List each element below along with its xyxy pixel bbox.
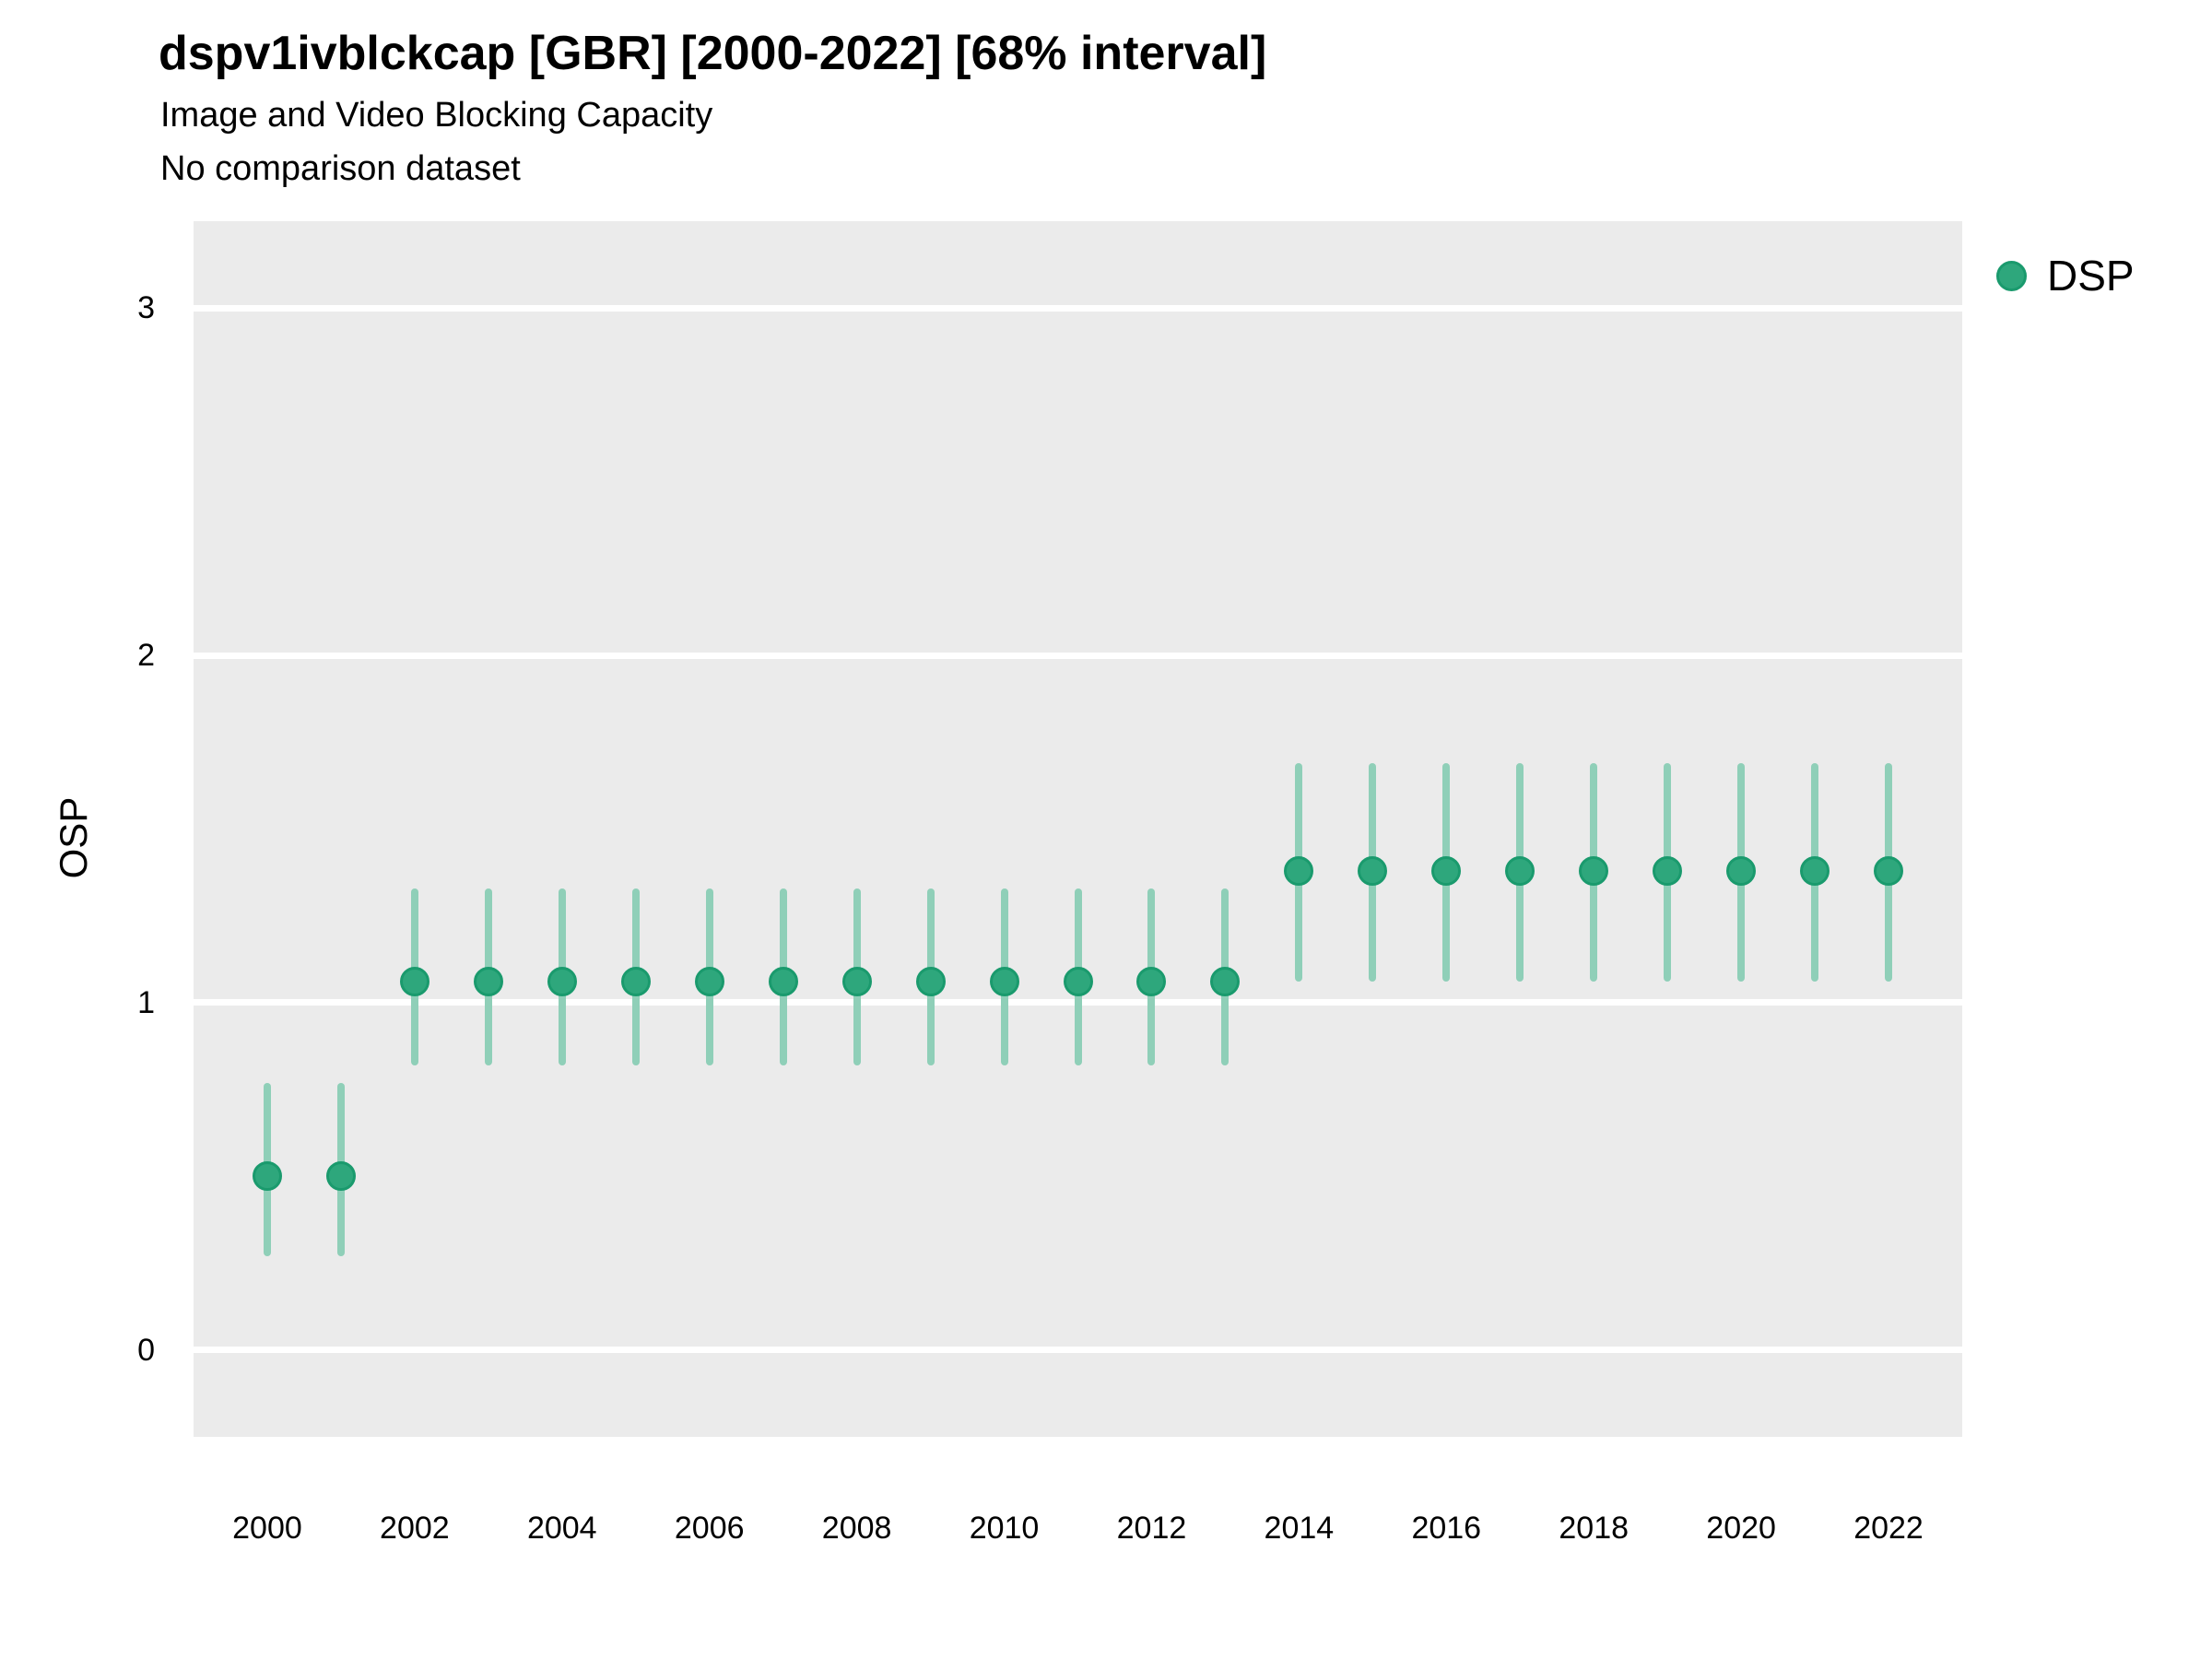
x-tick-label-2016: 2016 bbox=[1411, 1511, 1482, 1546]
data-point-2009 bbox=[915, 967, 946, 997]
x-tick-label-2002: 2002 bbox=[380, 1511, 450, 1546]
plot-panel bbox=[194, 221, 1962, 1437]
x-tick-label-2004: 2004 bbox=[526, 1511, 597, 1546]
data-point-2014 bbox=[1284, 855, 1314, 886]
y-axis-title: OSP bbox=[52, 796, 95, 879]
x-tick-label-2022: 2022 bbox=[1853, 1511, 1924, 1546]
chart-subtitle: Image and Video Blocking Capacity bbox=[160, 96, 713, 135]
y-tick-label-0: 0 bbox=[137, 1332, 155, 1368]
comparison-note: No comparison dataset bbox=[160, 149, 521, 188]
data-point-2021 bbox=[1800, 855, 1830, 886]
x-tick-label-2012: 2012 bbox=[1116, 1511, 1187, 1546]
gridline-y-2 bbox=[194, 652, 1962, 659]
gridline-y-0 bbox=[194, 1347, 1962, 1354]
y-tick-label-1: 1 bbox=[137, 984, 155, 1020]
data-point-2010 bbox=[989, 967, 1019, 997]
data-point-2008 bbox=[841, 967, 872, 997]
x-tick-label-2006: 2006 bbox=[674, 1511, 745, 1546]
data-point-2022 bbox=[1874, 855, 1904, 886]
x-tick-label-2008: 2008 bbox=[821, 1511, 892, 1546]
legend-point-icon bbox=[1996, 260, 2027, 291]
data-point-2016 bbox=[1431, 855, 1462, 886]
x-tick-label-2000: 2000 bbox=[232, 1511, 302, 1546]
legend-label: DSP bbox=[2047, 252, 2135, 300]
data-point-2011 bbox=[1063, 967, 1093, 997]
data-point-2001 bbox=[325, 1161, 356, 1192]
data-point-2012 bbox=[1136, 967, 1167, 997]
data-point-2006 bbox=[694, 967, 724, 997]
x-tick-label-2014: 2014 bbox=[1264, 1511, 1335, 1546]
data-point-2007 bbox=[768, 967, 798, 997]
data-point-2003 bbox=[473, 967, 503, 997]
data-point-2018 bbox=[1579, 855, 1609, 886]
y-tick-label-2: 2 bbox=[137, 638, 155, 674]
data-point-2013 bbox=[1210, 967, 1241, 997]
y-tick-label-3: 3 bbox=[137, 290, 155, 326]
data-point-2015 bbox=[1358, 855, 1388, 886]
data-point-2019 bbox=[1653, 855, 1683, 886]
data-point-2017 bbox=[1505, 855, 1535, 886]
chart-title: dspv1ivblckcap [GBR] [2000-2022] [68% in… bbox=[159, 27, 1267, 80]
data-point-2000 bbox=[252, 1161, 282, 1192]
x-tick-label-2010: 2010 bbox=[969, 1511, 1040, 1546]
x-tick-label-2018: 2018 bbox=[1559, 1511, 1630, 1546]
data-point-2005 bbox=[620, 967, 651, 997]
data-point-2004 bbox=[547, 967, 577, 997]
x-tick-label-2020: 2020 bbox=[1706, 1511, 1776, 1546]
gridline-y-3 bbox=[194, 304, 1962, 312]
data-point-2020 bbox=[1726, 855, 1757, 886]
legend: DSP bbox=[1996, 251, 2135, 300]
data-point-2002 bbox=[399, 967, 429, 997]
